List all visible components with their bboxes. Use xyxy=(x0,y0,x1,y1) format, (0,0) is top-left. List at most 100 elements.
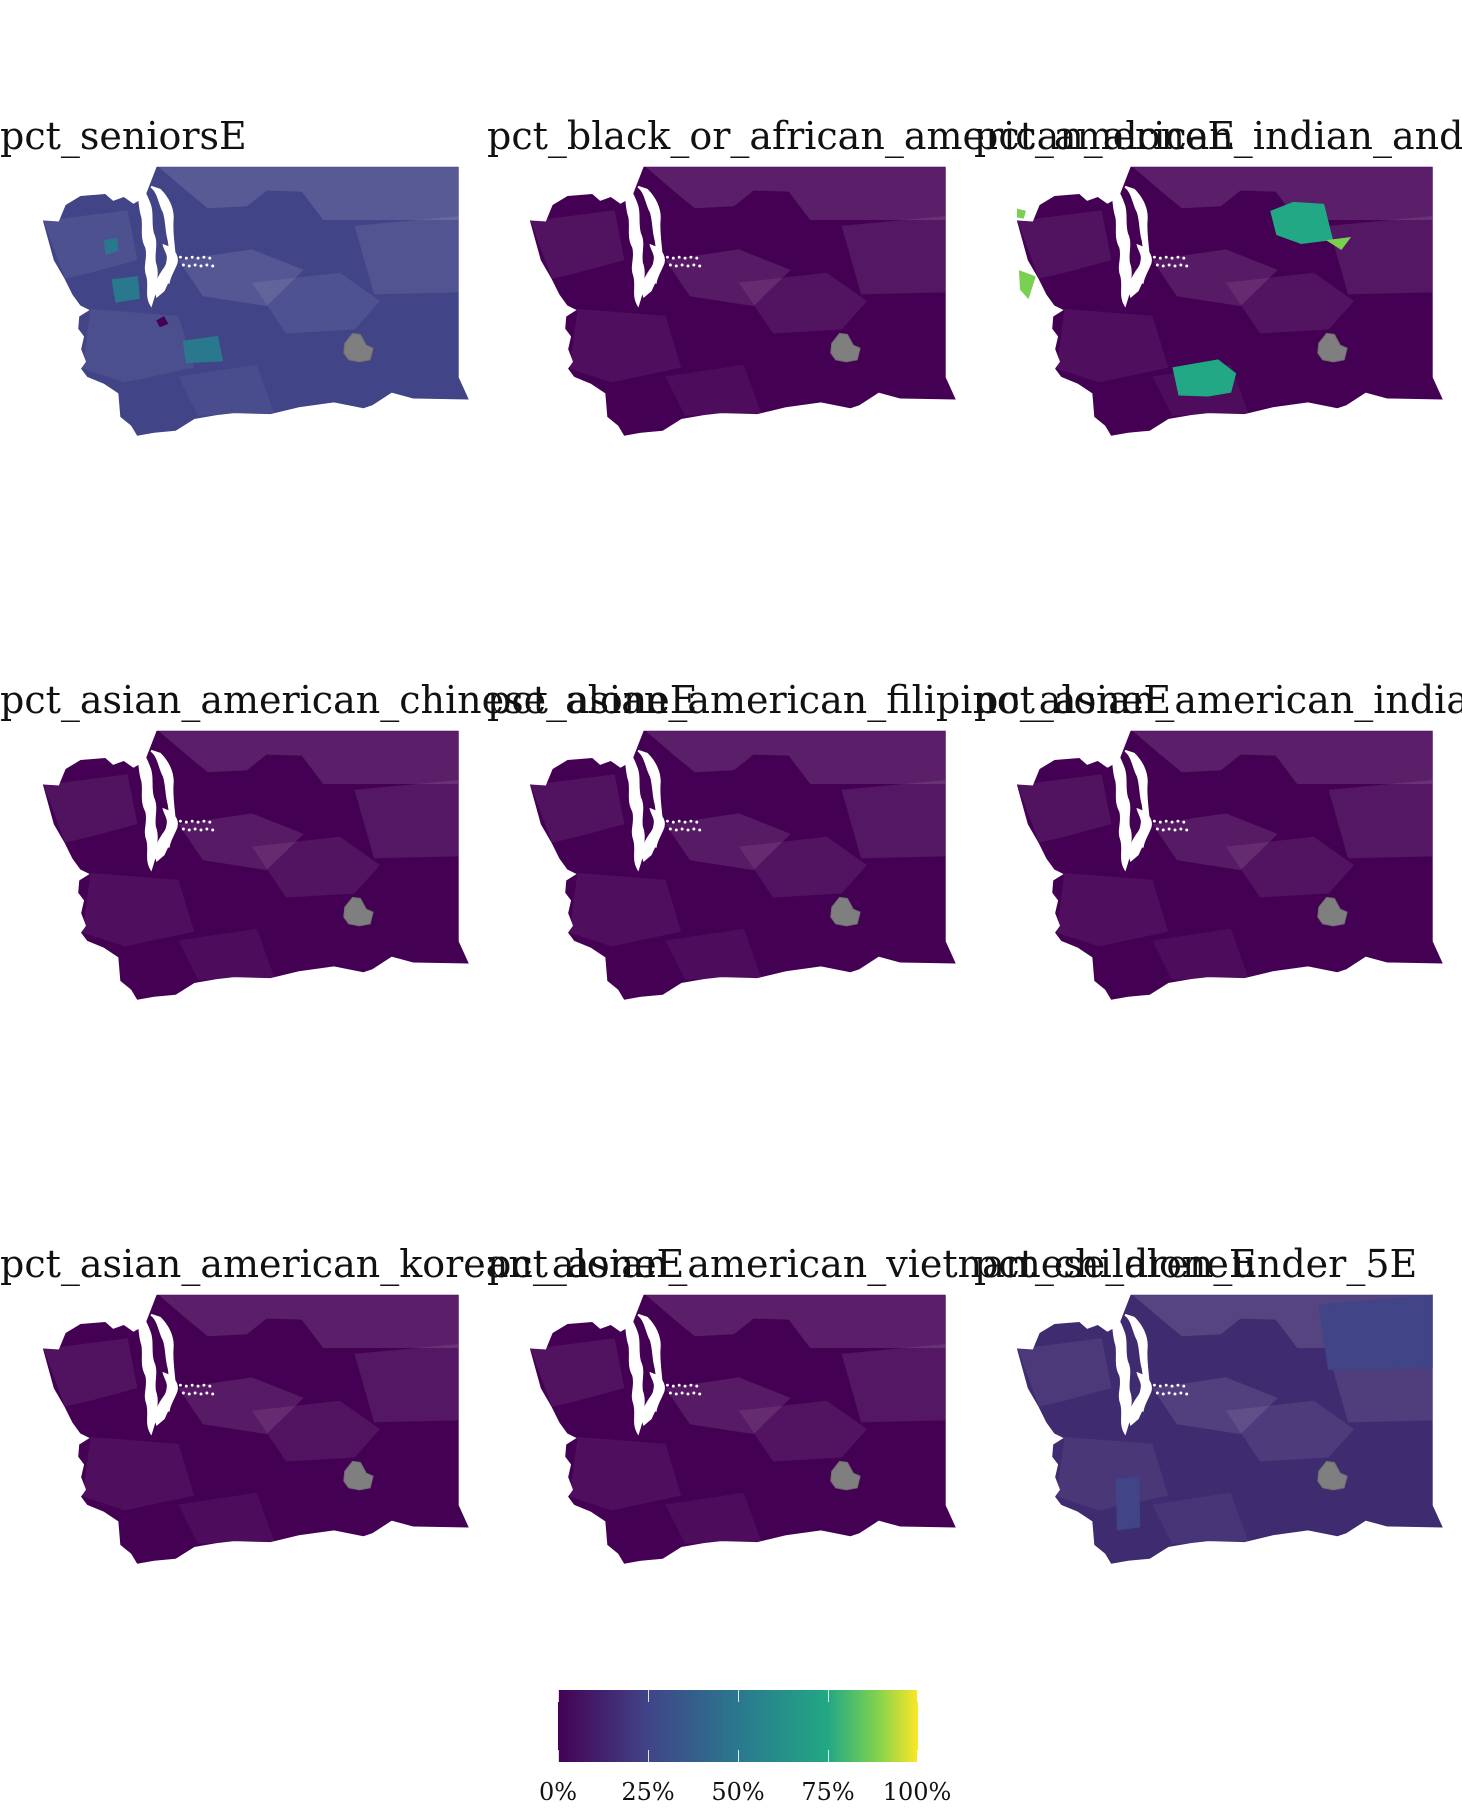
water-4-3 xyxy=(543,889,567,905)
accent-dark-spot xyxy=(156,316,169,328)
water-dot-4-7 xyxy=(674,828,678,832)
water-dot-2-11 xyxy=(1185,264,1189,268)
water-dot-8-4 xyxy=(1176,1383,1180,1387)
map-texture-4-2 xyxy=(665,813,791,871)
map-texture-0-6 xyxy=(178,364,275,416)
water-dot-5-2 xyxy=(1164,819,1168,823)
water-dot-6-4 xyxy=(202,1383,206,1387)
water-5-4 xyxy=(1034,916,1054,930)
accent-makah-reservation xyxy=(1017,208,1026,219)
water-8-4 xyxy=(1034,1480,1054,1494)
water-dot-4-8 xyxy=(680,827,684,831)
water-dot-0-1 xyxy=(184,256,188,260)
water-1-2 xyxy=(648,243,665,284)
panel-title: pct_asian_american_chinese_aloneE xyxy=(0,678,698,722)
water-dot-1-8 xyxy=(680,263,684,267)
water-0-3 xyxy=(56,325,80,341)
panel-title: pct_black_or_african_american_aloneE xyxy=(487,114,1236,158)
water-dot-2-1 xyxy=(1158,256,1162,260)
map-texture-8-2 xyxy=(1152,1377,1278,1435)
water-3-2 xyxy=(161,807,178,848)
water-dot-2-5 xyxy=(1182,256,1186,260)
map-texture-3-6 xyxy=(178,928,275,980)
water-0-0 xyxy=(132,179,158,308)
water-dot-3-10 xyxy=(205,827,209,831)
water-dot-1-9 xyxy=(686,264,690,268)
map-texture-8-6 xyxy=(1152,1492,1249,1544)
map-texture-1-0 xyxy=(645,167,946,220)
water-dot-7-8 xyxy=(680,1391,684,1395)
water-dot-0-5 xyxy=(208,256,212,260)
water-dot-6-7 xyxy=(187,1392,191,1396)
map-texture-0-2 xyxy=(178,249,304,307)
map-texture-4-4 xyxy=(738,836,867,898)
water-0-2 xyxy=(161,243,178,284)
water-dot-0-7 xyxy=(187,264,191,268)
water-1-4 xyxy=(547,352,567,366)
water-dot-0-2 xyxy=(190,255,194,259)
washington-map xyxy=(529,1294,956,1564)
map-texture-7-4 xyxy=(738,1400,867,1462)
water-7-3 xyxy=(543,1453,567,1469)
map-texture-6-1 xyxy=(43,1338,138,1407)
washington-map xyxy=(1016,166,1443,436)
map-texture-1-1 xyxy=(530,210,625,279)
water-dot-5-11 xyxy=(1185,828,1189,832)
map-texture-1-3 xyxy=(569,309,682,383)
water-dot-3-7 xyxy=(187,828,191,832)
water-dot-7-2 xyxy=(677,1383,681,1387)
water-dot-5-1 xyxy=(1158,820,1162,824)
missing-area-6 xyxy=(343,1460,374,1491)
water-dot-7-6 xyxy=(668,1391,672,1395)
water-dot-4-9 xyxy=(686,828,690,832)
water-dot-0-9 xyxy=(199,264,203,268)
map-texture-0-1 xyxy=(43,210,138,279)
water-dot-0-6 xyxy=(181,263,185,267)
water-dot-3-4 xyxy=(202,819,206,823)
water-8-3 xyxy=(1030,1453,1054,1469)
accent-southwest-patch xyxy=(111,276,140,303)
map-texture-5-5 xyxy=(1328,780,1433,859)
water-dot-7-1 xyxy=(671,1384,675,1388)
water-dot-3-8 xyxy=(193,827,197,831)
water-dot-8-5 xyxy=(1182,1384,1186,1388)
water-dot-6-5 xyxy=(208,1384,212,1388)
water-dot-8-0 xyxy=(1152,1383,1156,1387)
water-dot-8-7 xyxy=(1161,1392,1165,1396)
water-dot-0-0 xyxy=(178,255,182,259)
map-panel-9: pct_children_under_5E xyxy=(974,1128,1461,1692)
map-texture-2-2 xyxy=(1152,249,1278,307)
map-texture-0-4 xyxy=(251,272,380,334)
accent-olympic-patch xyxy=(103,238,119,255)
water-dot-4-1 xyxy=(671,820,675,824)
water-dot-1-4 xyxy=(689,255,693,259)
water-8-0 xyxy=(1106,1307,1132,1436)
water-6-2 xyxy=(161,1371,178,1412)
water-7-4 xyxy=(547,1480,567,1494)
map-texture-4-0 xyxy=(645,731,946,784)
water-dot-7-0 xyxy=(665,1383,669,1387)
map-texture-2-3 xyxy=(1056,309,1169,383)
map-texture-1-4 xyxy=(738,272,867,334)
map-texture-5-0 xyxy=(1132,731,1433,784)
water-dot-3-6 xyxy=(181,827,185,831)
map-panel-1: pct_seniorsE xyxy=(0,0,487,564)
missing-area-0 xyxy=(343,332,374,363)
water-3-0 xyxy=(132,743,158,872)
water-dot-5-5 xyxy=(1182,820,1186,824)
map-panel-6: pct_asian_american_indian_aloneE xyxy=(974,564,1462,1128)
map-texture-0-5 xyxy=(354,216,459,295)
water-2-2 xyxy=(1135,243,1152,284)
water-0-4 xyxy=(60,352,80,366)
washington-map xyxy=(42,1294,469,1564)
legend-label-50: 50% xyxy=(711,1778,765,1806)
water-dot-8-9 xyxy=(1173,1392,1177,1396)
water-dot-5-0 xyxy=(1152,819,1156,823)
water-dot-4-10 xyxy=(692,827,696,831)
map-texture-6-6 xyxy=(178,1492,275,1544)
water-dot-4-5 xyxy=(695,820,699,824)
water-3-4 xyxy=(60,916,80,930)
map-texture-3-3 xyxy=(82,873,195,947)
water-dot-0-10 xyxy=(205,263,209,267)
water-dot-5-10 xyxy=(1179,827,1183,831)
